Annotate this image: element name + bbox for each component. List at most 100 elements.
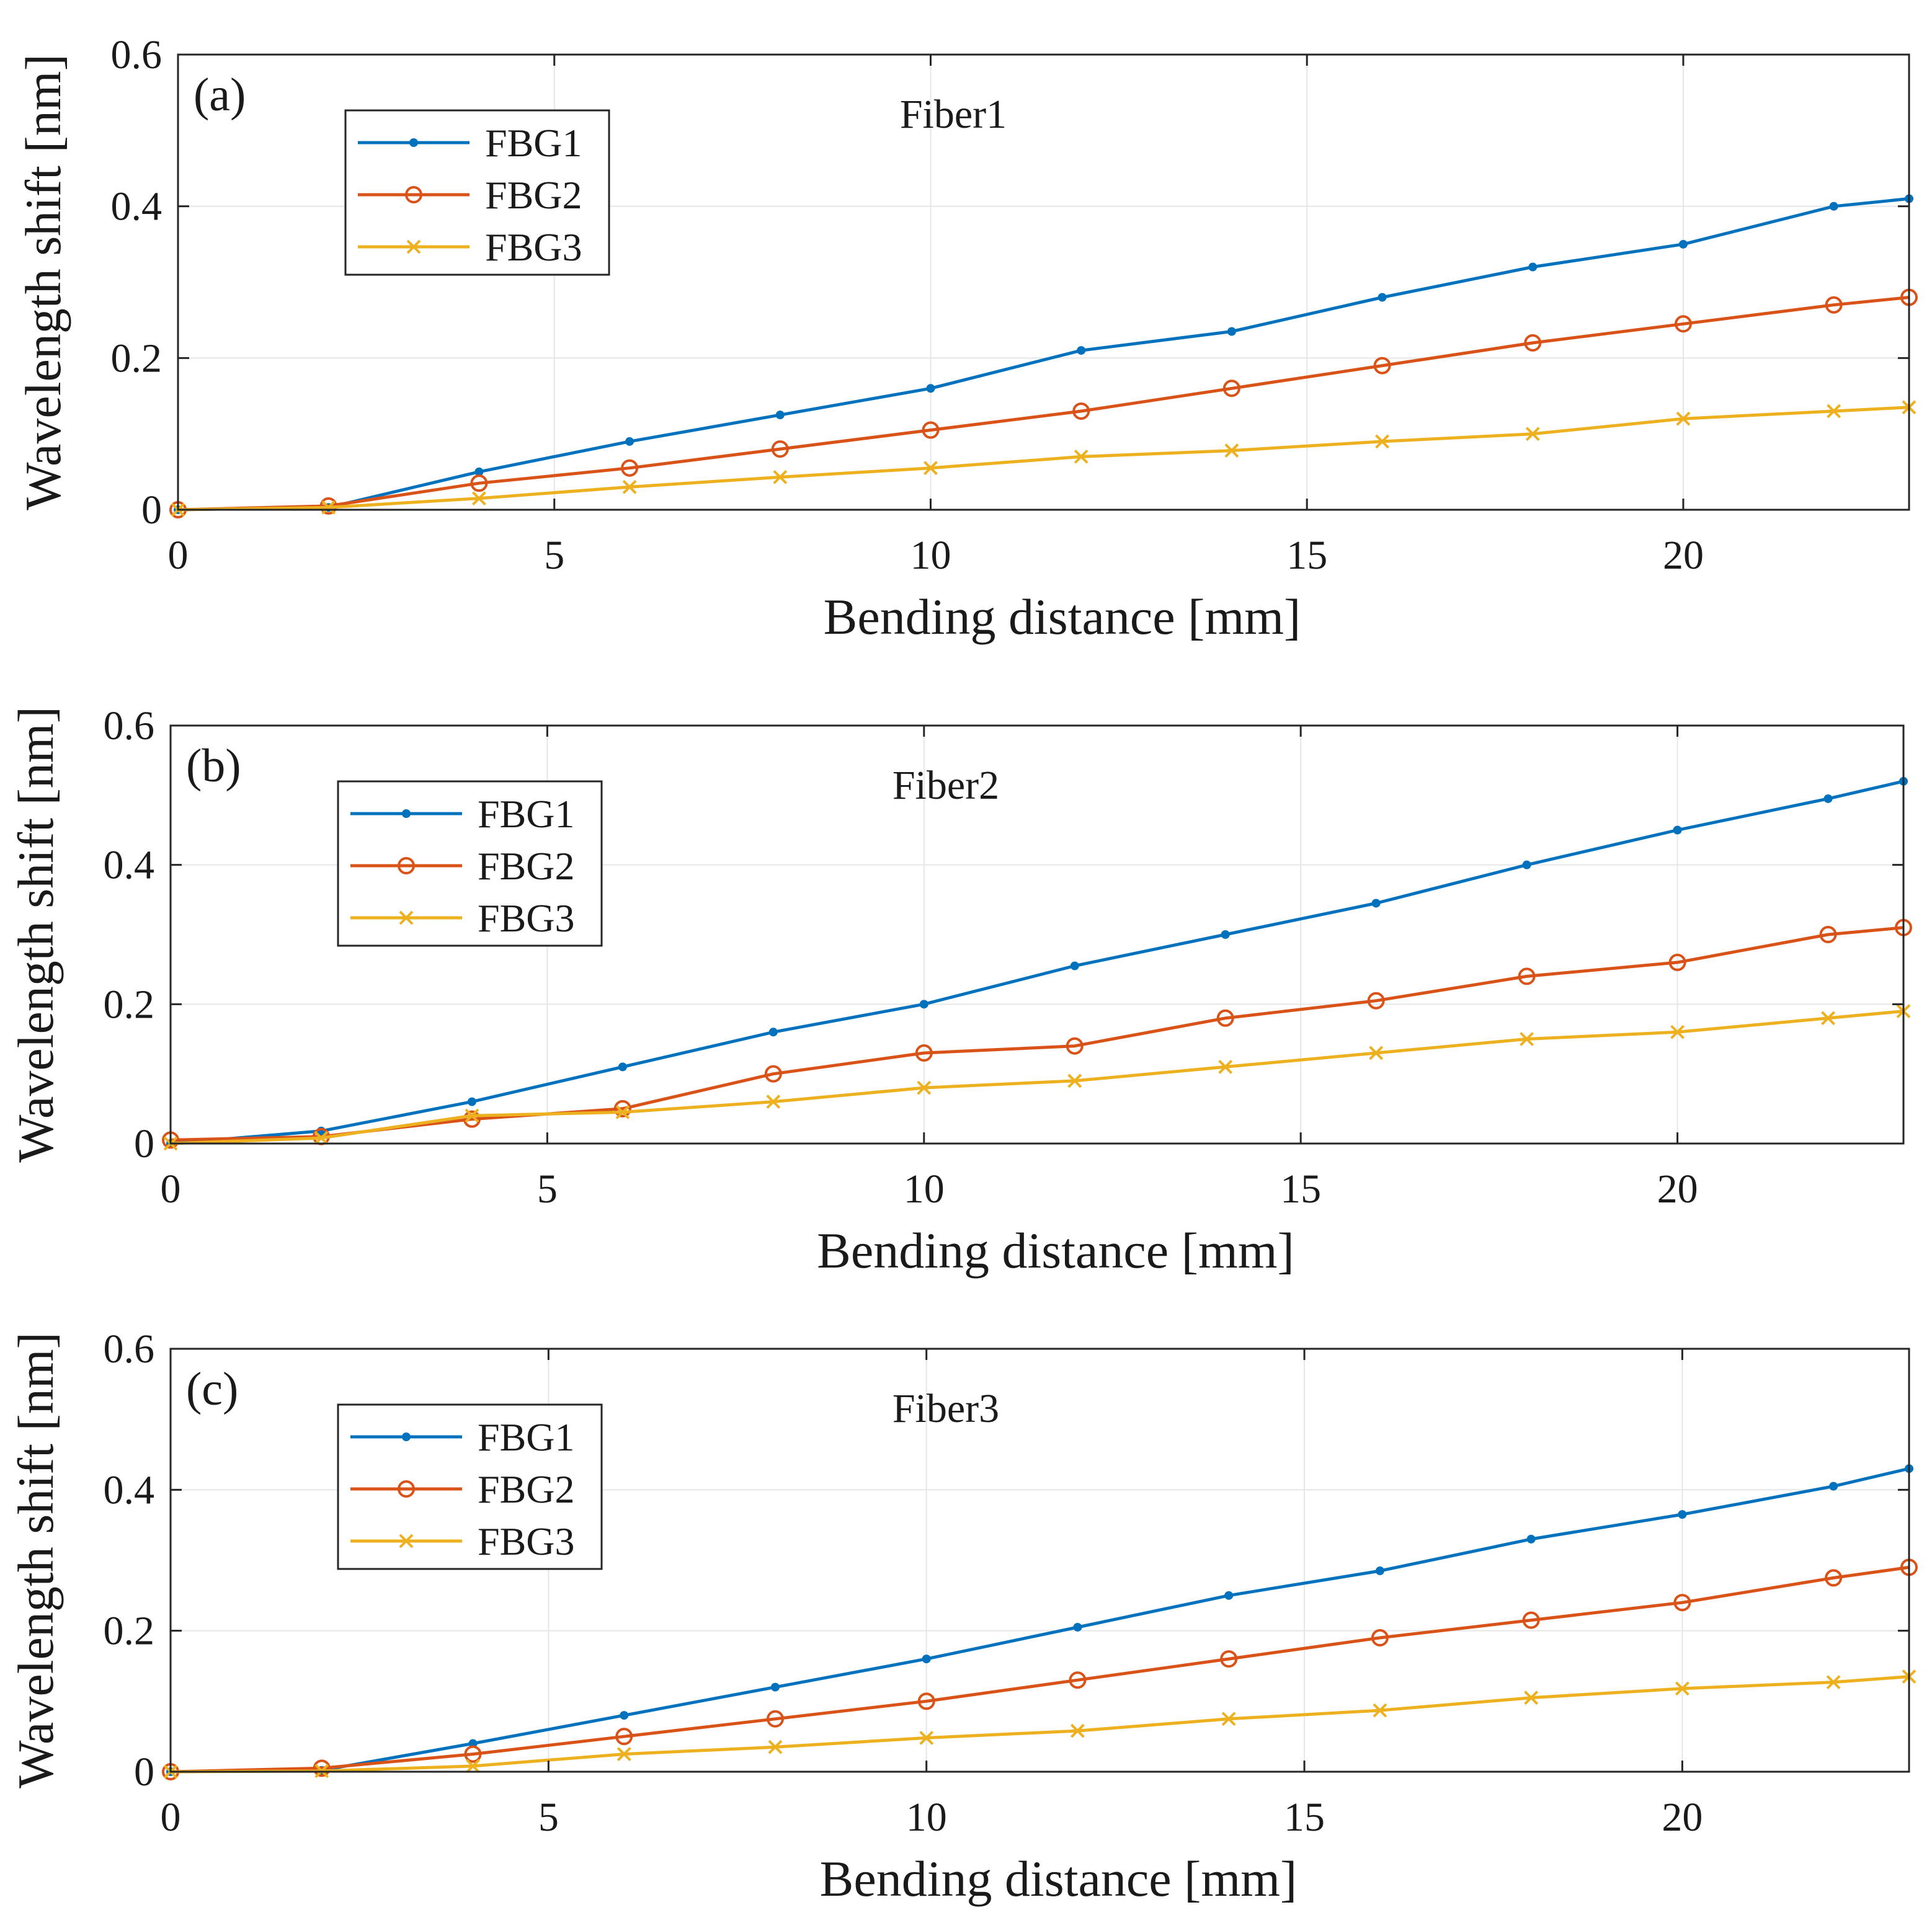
data-point-fbg2 — [1072, 402, 1090, 420]
data-point-fbg2 — [1069, 1671, 1087, 1689]
panel-label: (a) — [194, 69, 246, 121]
data-point-fbg1 — [1678, 1510, 1687, 1519]
data-point-fbg1 — [768, 1028, 778, 1037]
legend-label-fbg3: FBG3 — [485, 225, 582, 269]
data-point-fbg1 — [922, 1655, 931, 1664]
data-point-fbg3 — [924, 461, 938, 476]
x-tick-label: 15 — [1280, 1166, 1321, 1212]
legend-marker — [406, 239, 421, 254]
panel-label: (b) — [186, 740, 241, 792]
data-point-fbg2 — [1673, 1594, 1691, 1612]
y-tick-label: 0.6 — [111, 32, 162, 78]
data-point-fbg1 — [1829, 1482, 1838, 1491]
data-point-fbg1 — [1224, 1591, 1234, 1600]
y-tick-label: 0.6 — [104, 703, 155, 749]
data-point-fbg1 — [1227, 327, 1236, 336]
data-point-fbg1 — [625, 437, 634, 446]
series-line-fbg2 — [170, 926, 1904, 1142]
legend-label-fbg2: FBG2 — [478, 844, 575, 888]
data-point-fbg2 — [771, 440, 789, 458]
x-tick-label: 0 — [161, 1795, 181, 1840]
legend-label-fbg1: FBG1 — [478, 792, 575, 836]
legend-marker — [399, 1534, 414, 1548]
chart-panel-1: 0 5 10 15 20 0 0.2 0.4 0.6 Bending distance [mm] W… — [15, 32, 1918, 645]
y-tick-label: 0.6 — [104, 1326, 155, 1372]
x-tick-label: 0 — [161, 1166, 181, 1212]
axes-frame — [169, 724, 1905, 1145]
data-point-fbg1 — [1073, 1622, 1082, 1632]
x-tick-label: 20 — [1663, 533, 1704, 578]
data-point-fbg2 — [313, 1759, 331, 1777]
panel-label: (c) — [186, 1363, 238, 1415]
chart-title: Fiber2 — [893, 763, 999, 808]
legend-marker — [402, 1433, 411, 1441]
data-point-fbg1 — [919, 1000, 928, 1009]
legend-marker — [405, 186, 422, 203]
y-tick-label: 0.2 — [104, 1609, 155, 1654]
legend-marker — [398, 857, 415, 874]
data-point-fbg3 — [1074, 449, 1088, 464]
data-point-fbg1 — [1526, 1534, 1536, 1544]
y-tick-label: 0.2 — [104, 982, 155, 1027]
x-tick-label: 5 — [537, 1166, 558, 1212]
data-point-fbg1 — [620, 1711, 629, 1720]
data-point-fbg3 — [1524, 1690, 1539, 1705]
chart-panel-2: 0 5 10 15 20 0 0.2 0.4 0.6 Bending distance [mm] W… — [7, 703, 1912, 1279]
data-point-fbg2 — [915, 1044, 933, 1062]
data-point-fbg2 — [1825, 296, 1843, 314]
y-axis-label: Wavelength shift [nm] — [7, 1332, 64, 1788]
data-point-fbg3 — [1525, 427, 1540, 442]
chart-panel-3: 0 5 10 15 20 0 0.2 0.4 0.6 Bending distance [mm] W… — [7, 1326, 1918, 1907]
data-point-fbg3 — [1375, 434, 1389, 449]
data-point-fbg2 — [621, 459, 639, 477]
legend-marker — [402, 809, 411, 818]
data-point-fbg2 — [766, 1710, 784, 1728]
y-tick-label: 0.4 — [111, 184, 162, 229]
x-tick-label: 10 — [906, 1795, 947, 1840]
data-point-fbg3 — [1670, 1024, 1685, 1039]
x-tick-label: 5 — [544, 533, 564, 578]
data-point-fbg3 — [321, 500, 336, 515]
data-point-fbg1 — [926, 384, 935, 393]
data-point-fbg3 — [615, 1105, 630, 1119]
data-point-fbg2 — [922, 421, 940, 439]
data-point-fbg1 — [474, 467, 484, 476]
data-point-fbg1 — [618, 1062, 627, 1072]
data-point-fbg1 — [1678, 239, 1688, 249]
x-tick-label: 20 — [1662, 1795, 1703, 1840]
data-point-fbg3 — [1826, 1675, 1841, 1690]
data-point-fbg1 — [467, 1097, 476, 1106]
x-tick-label: 5 — [538, 1795, 559, 1840]
y-tick-label: 0.2 — [111, 335, 162, 381]
legend-marker — [398, 1480, 415, 1498]
data-point-fbg3 — [622, 479, 637, 494]
data-point-fbg3 — [1520, 1032, 1534, 1046]
data-point-fbg3 — [1221, 1712, 1236, 1726]
data-point-fbg3 — [1218, 1060, 1233, 1074]
data-point-fbg2 — [1220, 1650, 1238, 1668]
legend-label-fbg2: FBG2 — [485, 173, 582, 217]
series-line-fbg2 — [177, 296, 1910, 512]
data-point-fbg1 — [775, 411, 785, 420]
data-point-fbg3 — [1373, 1703, 1387, 1718]
x-tick-label: 15 — [1286, 533, 1327, 578]
data-point-fbg2 — [470, 474, 488, 492]
data-point-fbg2 — [1367, 992, 1385, 1010]
x-axis-label: Bending distance [mm] — [817, 1222, 1294, 1279]
data-point-fbg2 — [615, 1728, 633, 1746]
legend-label-fbg3: FBG3 — [478, 896, 575, 940]
y-tick-label: 0 — [134, 1121, 154, 1166]
data-point-fbg2 — [1066, 1037, 1084, 1055]
data-point-fbg3 — [917, 1080, 932, 1095]
data-point-fbg3 — [773, 469, 788, 484]
data-point-fbg2 — [917, 1692, 935, 1710]
data-point-fbg3 — [466, 1759, 480, 1774]
data-point-fbg2 — [1522, 1611, 1540, 1629]
y-tick-label: 0.4 — [104, 843, 155, 888]
data-point-fbg2 — [464, 1745, 482, 1763]
data-point-fbg3 — [1067, 1073, 1082, 1088]
data-point-fbg2 — [1222, 380, 1240, 398]
data-point-fbg3 — [919, 1731, 934, 1745]
y-tick-label: 0 — [141, 487, 162, 533]
x-tick-label: 20 — [1657, 1166, 1698, 1212]
